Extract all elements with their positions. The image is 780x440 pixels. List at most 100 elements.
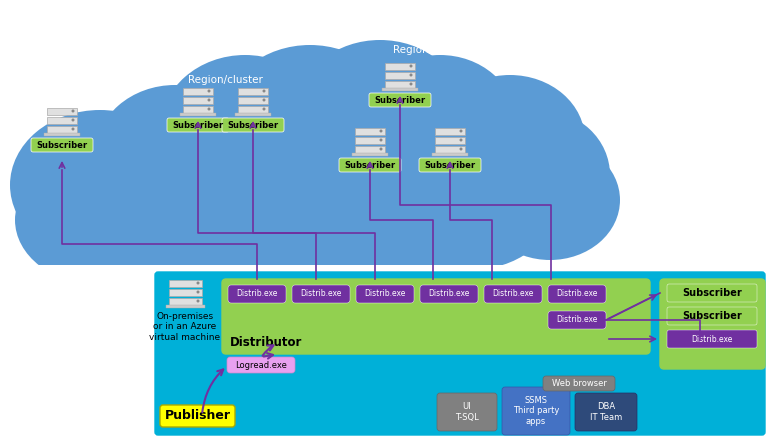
Text: Subscriber: Subscriber [682, 311, 742, 321]
Bar [238, 97, 268, 104]
Bar [0, 265, 780, 440]
FancyBboxPatch shape [667, 284, 757, 302]
Text: Distrib.exe: Distrib.exe [492, 290, 534, 298]
Text: Region/cluster: Region/cluster [24, 82, 99, 92]
Text: Subscriber: Subscriber [374, 95, 426, 105]
Bar [355, 137, 385, 144]
Circle shape [459, 139, 463, 142]
Circle shape [197, 282, 200, 285]
FancyBboxPatch shape [369, 93, 431, 107]
Ellipse shape [160, 55, 330, 205]
Circle shape [459, 129, 463, 132]
Text: Distrib.exe: Distrib.exe [428, 290, 470, 298]
Bar [238, 106, 268, 113]
FancyBboxPatch shape [160, 405, 235, 427]
Text: Publisher: Publisher [165, 410, 231, 422]
Ellipse shape [300, 40, 460, 170]
Circle shape [410, 65, 413, 67]
Bar [235, 113, 271, 116]
Ellipse shape [225, 45, 395, 185]
Bar [352, 153, 388, 156]
FancyBboxPatch shape [667, 307, 757, 325]
Circle shape [410, 73, 413, 77]
FancyBboxPatch shape [548, 311, 606, 329]
FancyBboxPatch shape [356, 285, 414, 303]
Ellipse shape [480, 140, 620, 260]
FancyBboxPatch shape [167, 118, 229, 132]
FancyBboxPatch shape [222, 118, 284, 132]
Text: On-premises
or in an Azure
virtual machine: On-premises or in an Azure virtual machi… [150, 312, 221, 342]
Bar [169, 298, 202, 305]
Text: Region/cluster: Region/cluster [187, 75, 262, 85]
FancyBboxPatch shape [575, 393, 637, 431]
Text: Distrib.exe: Distrib.exe [236, 290, 278, 298]
Text: Distrib.exe: Distrib.exe [364, 290, 406, 298]
Ellipse shape [365, 55, 515, 185]
Circle shape [380, 129, 382, 132]
Text: Region/cluster: Region/cluster [392, 45, 467, 55]
Text: Logread.exe: Logread.exe [235, 360, 287, 370]
Text: Distributor: Distributor [230, 335, 303, 348]
Bar [432, 153, 468, 156]
Bar [166, 305, 205, 308]
Bar [183, 97, 213, 104]
Bar [183, 88, 213, 95]
Ellipse shape [50, 135, 250, 285]
Text: Subscriber: Subscriber [172, 121, 224, 129]
Bar [183, 106, 213, 113]
Ellipse shape [385, 140, 555, 270]
Circle shape [380, 147, 382, 150]
Circle shape [207, 99, 211, 102]
Bar [238, 88, 268, 95]
Ellipse shape [270, 145, 490, 285]
FancyBboxPatch shape [667, 330, 757, 348]
Text: Subscriber: Subscriber [682, 288, 742, 298]
Bar [169, 289, 202, 296]
Bar [169, 280, 202, 287]
Circle shape [207, 89, 211, 92]
Text: UI
T-SQL: UI T-SQL [455, 402, 479, 422]
Bar [47, 108, 77, 115]
FancyBboxPatch shape [437, 393, 497, 431]
FancyBboxPatch shape [155, 272, 765, 435]
Text: Subscriber: Subscriber [37, 140, 87, 150]
Circle shape [197, 300, 200, 302]
Text: Distrib.exe: Distrib.exe [300, 290, 342, 298]
FancyBboxPatch shape [484, 285, 542, 303]
Bar [435, 128, 465, 135]
Ellipse shape [190, 110, 410, 270]
Bar [435, 137, 465, 144]
Circle shape [263, 107, 265, 110]
FancyBboxPatch shape [419, 158, 481, 172]
Circle shape [263, 99, 265, 102]
FancyBboxPatch shape [228, 285, 286, 303]
Bar [44, 133, 80, 136]
Ellipse shape [100, 115, 300, 275]
Ellipse shape [10, 110, 190, 260]
FancyBboxPatch shape [548, 285, 606, 303]
Bar [355, 146, 385, 153]
Text: Subscriber: Subscriber [424, 161, 476, 169]
Bar [385, 63, 415, 70]
Ellipse shape [310, 110, 510, 260]
FancyBboxPatch shape [502, 387, 570, 435]
Circle shape [72, 128, 75, 131]
FancyBboxPatch shape [420, 285, 478, 303]
Ellipse shape [470, 110, 610, 240]
Circle shape [197, 290, 200, 293]
FancyBboxPatch shape [292, 285, 350, 303]
FancyBboxPatch shape [222, 279, 650, 354]
Circle shape [410, 83, 413, 85]
Circle shape [72, 110, 75, 113]
Text: Distrib.exe: Distrib.exe [556, 315, 597, 324]
FancyBboxPatch shape [543, 376, 615, 391]
Text: Azure SQL Database: Azure SQL Database [175, 18, 346, 36]
Ellipse shape [435, 75, 585, 205]
Text: Web browser: Web browser [551, 379, 606, 388]
Circle shape [263, 89, 265, 92]
Circle shape [459, 147, 463, 150]
Bar [47, 126, 77, 133]
Bar [47, 117, 77, 124]
Ellipse shape [395, 105, 565, 245]
Ellipse shape [15, 155, 185, 285]
